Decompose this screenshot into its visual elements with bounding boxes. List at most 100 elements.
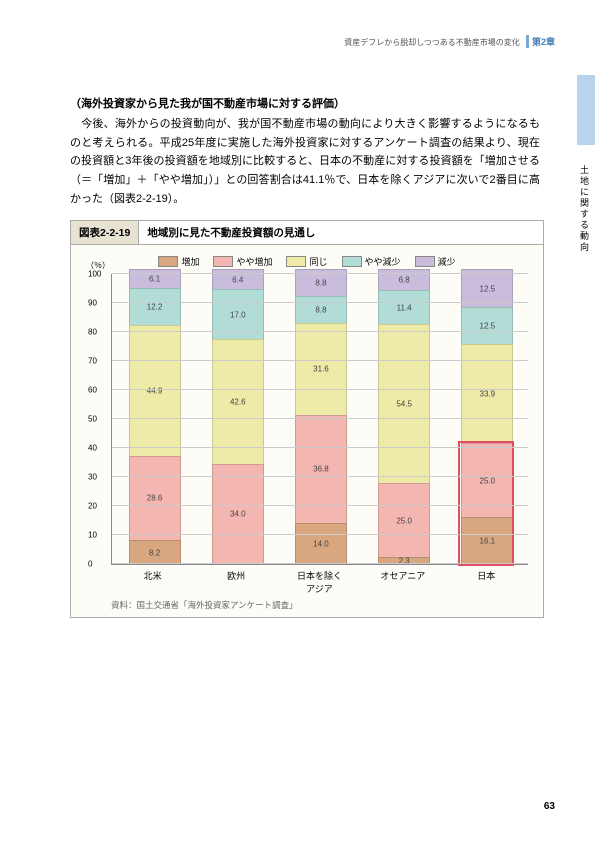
- bar: 14.0 36.8 31.6 8.8 8.8: [295, 269, 345, 564]
- grid-line: [112, 476, 528, 477]
- y-tick-label: 0: [88, 560, 92, 569]
- y-tick-label: 100: [88, 270, 101, 279]
- y-tick-label: 70: [88, 357, 97, 366]
- y-tick-label: 20: [88, 502, 97, 511]
- running-title: 資産デフレから脱却しつつある不動産市場の変化: [344, 38, 520, 47]
- grid-line: [112, 418, 528, 419]
- segment-value-label: 25.0: [379, 516, 429, 525]
- grid-line: [112, 389, 528, 390]
- x-tick-label: 欧州: [211, 569, 261, 595]
- figure-number: 図表2-2-19: [71, 221, 139, 244]
- grid-line: [112, 302, 528, 303]
- bar-segment: 8.2: [129, 540, 181, 565]
- x-tick-label: オセアニア: [378, 569, 428, 595]
- figure-source: 資料：国土交通省「海外投資家アンケート調査」: [111, 599, 533, 611]
- bar-segment: 12.5: [461, 269, 513, 306]
- y-tick-label: 60: [88, 386, 97, 395]
- bar: 16.125.033.912.512.5: [461, 269, 511, 564]
- segment-value-label: 31.6: [296, 365, 346, 374]
- segment-value-label: 54.5: [379, 400, 429, 409]
- bar-segment: 42.6: [212, 339, 264, 464]
- bar-segment: 34.0: [212, 464, 264, 564]
- bar: 2.325.054.511.46.8: [378, 269, 428, 564]
- page-number: 63: [544, 801, 555, 812]
- legend-swatch: [213, 256, 233, 267]
- legend-label: やや減少: [365, 255, 401, 268]
- bar-segment: 11.4: [378, 290, 430, 324]
- side-tab-color: [577, 75, 595, 145]
- segment-value-label: 17.0: [213, 310, 263, 319]
- content-area: （海外投資家から見た我が国不動産市場に対する評価） 今後、海外からの投資動向が、…: [70, 95, 540, 618]
- chart-area: 増加やや増加同じやや減少減少 （％） 8.228.644.912.26.134.…: [71, 245, 543, 617]
- segment-value-label: 14.0: [296, 540, 346, 549]
- segment-value-label: 12.5: [462, 284, 512, 293]
- segment-value-label: 44.9: [130, 386, 180, 395]
- bar-segment: 54.5: [378, 324, 430, 483]
- segment-value-label: 28.6: [130, 494, 180, 503]
- bar: 34.0 42.6 17.0 6.4: [212, 269, 262, 564]
- bar-segment: 6.4: [212, 269, 264, 289]
- segment-value-label: 11.4: [379, 303, 429, 312]
- bar-segment: 14.0: [295, 523, 347, 565]
- y-tick-label: 90: [88, 299, 97, 308]
- segment-value-label: 42.6: [213, 398, 263, 407]
- bars-container: 8.228.644.912.26.134.042.617.06.414.036.…: [112, 274, 528, 564]
- grid-line: [112, 360, 528, 361]
- legend: 増加 やや増加 同じ やや減少 減少: [81, 255, 533, 268]
- running-header: 資産デフレから脱却しつつある不動産市場の変化 第2章: [344, 35, 555, 48]
- subheading: （海外投資家から見た我が国不動産市場に対する評価）: [70, 95, 540, 111]
- bar-segment: 36.8: [295, 415, 347, 523]
- segment-value-label: 8.8: [296, 279, 346, 288]
- segment-value-label: 6.8: [379, 276, 429, 285]
- grid-line: [112, 505, 528, 506]
- grid-line: [112, 331, 528, 332]
- legend-swatch: [286, 256, 306, 267]
- segment-value-label: 33.9: [462, 390, 512, 399]
- segment-value-label: 12.2: [130, 302, 180, 311]
- legend-item: 減少: [415, 255, 456, 268]
- bar-segment: 12.2: [129, 288, 181, 324]
- legend-swatch: [342, 256, 362, 267]
- legend-swatch: [158, 256, 178, 267]
- segment-value-label: 8.2: [130, 548, 180, 557]
- segment-value-label: 34.0: [213, 510, 263, 519]
- legend-label: 減少: [438, 255, 456, 268]
- side-tab-text: 土地に関する動向: [578, 165, 591, 253]
- bar-segment: 31.6: [295, 323, 347, 416]
- y-tick-label: 50: [88, 415, 97, 424]
- legend-label: やや増加: [236, 255, 272, 268]
- y-tick-label: 80: [88, 328, 97, 337]
- chapter-badge: 第2章: [526, 35, 555, 48]
- legend-item: やや減少: [342, 255, 401, 268]
- y-tick-label: 40: [88, 444, 97, 453]
- bar-segment: 25.0: [378, 483, 430, 557]
- figure-title: 地域別に見た不動産投資額の見通し: [139, 221, 323, 244]
- segment-value-label: 16.1: [462, 537, 512, 546]
- segment-value-label: 8.8: [296, 305, 346, 314]
- x-labels: 北米欧州日本を除くアジアオセアニア日本: [111, 569, 528, 595]
- paragraph: 今後、海外からの投資動向が、我が国不動産市場の動向により大きく影響するようになる…: [70, 115, 540, 208]
- bar-segment: 16.1: [461, 517, 513, 565]
- legend-item: やや増加: [213, 255, 272, 268]
- bar-segment: 6.1: [129, 269, 181, 288]
- bar-segment: 12.5: [461, 307, 513, 344]
- legend-item: 同じ: [286, 255, 327, 268]
- grid-line: [112, 447, 528, 448]
- y-tick-label: 30: [88, 473, 97, 482]
- legend-label: 増加: [181, 255, 199, 268]
- legend-label: 同じ: [309, 255, 327, 268]
- x-tick-label: 日本を除くアジア: [294, 569, 344, 595]
- grid-line: [112, 273, 528, 274]
- plot: （％） 8.228.644.912.26.134.042.617.06.414.…: [111, 274, 528, 565]
- segment-value-label: 36.8: [296, 465, 346, 474]
- segment-value-label: 6.1: [130, 275, 180, 284]
- grid-line: [112, 534, 528, 535]
- segment-value-label: 12.5: [462, 321, 512, 330]
- legend-item: 増加: [158, 255, 199, 268]
- figure-box: 図表2-2-19 地域別に見た不動産投資額の見通し 増加 やや増加 同じ やや減少 減少…: [70, 220, 544, 618]
- x-tick-label: 北米: [128, 569, 178, 595]
- figure-title-bar: 図表2-2-19 地域別に見た不動産投資額の見通し: [71, 221, 543, 245]
- bar: 8.2 28.6 44.9 12.2 6.1: [129, 269, 179, 564]
- legend-swatch: [415, 256, 435, 267]
- bar-segment: 33.9: [461, 344, 513, 443]
